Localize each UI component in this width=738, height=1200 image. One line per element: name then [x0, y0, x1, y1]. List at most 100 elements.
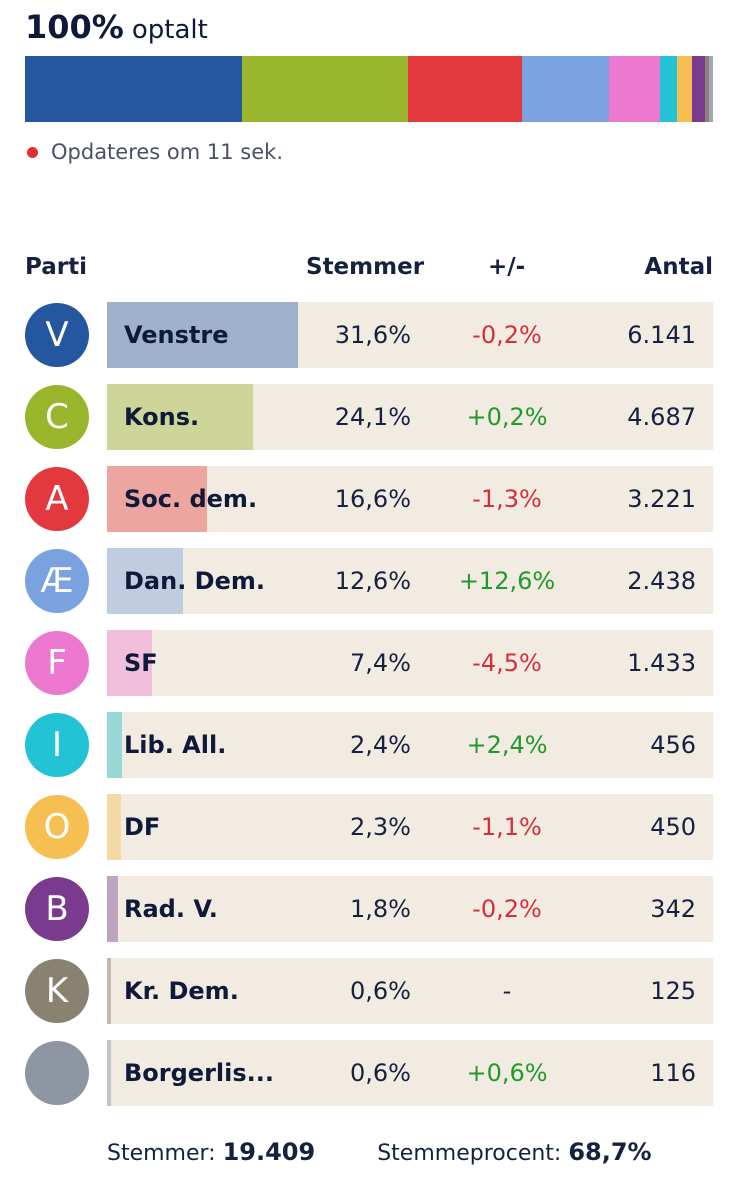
party-badge: F — [25, 631, 89, 695]
live-dot-icon — [27, 146, 38, 158]
party-badge: A — [25, 467, 89, 531]
stacked-bar-segment-b — [692, 56, 705, 122]
count-status: 100% optalt — [25, 8, 208, 48]
vote-bar-fill — [107, 466, 208, 532]
vote-bar-track: SF 7,4% -4,5% 1.433 — [107, 630, 713, 696]
results-table-header: Parti Stemmer +/- Antal — [0, 250, 738, 290]
vote-bar-track: Kons. 24,1% +0,2% 4.687 — [107, 384, 713, 450]
vote-count: 4.687 — [627, 403, 696, 431]
table-row[interactable]: Æ Dan. Dem. 12,6% +12,6% 2.438 — [0, 548, 738, 614]
vote-bar-track: DF 2,3% -1,1% 450 — [107, 794, 713, 860]
stacked-bar-segment-i — [660, 56, 677, 122]
header-votes: Stemmer — [306, 254, 425, 280]
vote-bar-track: Soc. dem. 16,6% -1,3% 3.221 — [107, 466, 713, 532]
party-name: Lib. All. — [124, 731, 227, 759]
counted-label: optalt — [131, 15, 208, 45]
table-row[interactable]: C Kons. 24,1% +0,2% 4.687 — [0, 384, 738, 450]
stacked-bar-segment-o — [676, 56, 693, 122]
stacked-bar-segment-c — [242, 56, 409, 122]
vote-share-stacked-bar — [25, 56, 713, 122]
vote-count: 3.221 — [627, 485, 696, 513]
vote-bar-fill — [107, 302, 298, 368]
table-row[interactable]: F SF 7,4% -4,5% 1.433 — [0, 630, 738, 696]
vote-bar-fill — [107, 712, 122, 778]
party-name: SF — [124, 649, 158, 677]
vote-bar-track: Venstre 31,6% -0,2% 6.141 — [107, 302, 713, 368]
vote-change: -1,1% — [472, 813, 542, 841]
table-row[interactable]: K Kr. Dem. 0,6% - 125 — [0, 958, 738, 1024]
vote-percent: 2,3% — [350, 813, 411, 841]
table-row[interactable]: I Lib. All. 2,4% +2,4% 456 — [0, 712, 738, 778]
vote-bar-fill — [107, 876, 118, 942]
total-votes-label: Stemmer: — [107, 1141, 216, 1166]
vote-percent: 0,6% — [350, 1059, 411, 1087]
vote-percent: 2,4% — [350, 731, 411, 759]
turnout-value: 68,7% — [568, 1138, 652, 1166]
vote-bar-track: Kr. Dem. 0,6% - 125 — [107, 958, 713, 1024]
vote-count: 450 — [650, 813, 696, 841]
vote-change: -1,3% — [472, 485, 542, 513]
update-status: Opdateres om 11 sek. — [27, 140, 283, 164]
table-row[interactable]: A Soc. dem. 16,6% -1,3% 3.221 — [0, 466, 738, 532]
total-votes-value: 19.409 — [222, 1138, 316, 1166]
vote-bar-fill — [107, 1040, 111, 1106]
stacked-bar-segment-v — [25, 56, 243, 122]
party-name: Dan. Dem. — [124, 567, 265, 595]
vote-bar-fill — [107, 384, 253, 450]
vote-percent: 12,6% — [334, 567, 411, 595]
stacked-bar-segment-k — [704, 56, 709, 122]
party-name: Soc. dem. — [124, 485, 258, 513]
table-row[interactable]: V Venstre 31,6% -0,2% 6.141 — [0, 302, 738, 368]
vote-bar-fill — [107, 794, 121, 860]
vote-count: 6.141 — [627, 321, 696, 349]
header-party: Parti — [25, 254, 87, 280]
party-name: DF — [124, 813, 161, 841]
counted-percent: 100% — [25, 8, 124, 46]
vote-bar-fill — [107, 630, 152, 696]
vote-count: 116 — [650, 1059, 696, 1087]
vote-percent: 31,6% — [334, 321, 411, 349]
vote-count: 1.433 — [627, 649, 696, 677]
vote-percent: 24,1% — [334, 403, 411, 431]
results-footer: Stemmer: 19.409 Stemmeprocent: 68,7% — [107, 1138, 652, 1166]
party-badge: V — [25, 303, 89, 367]
party-name: Venstre — [124, 321, 229, 349]
update-countdown: Opdateres om 11 sek. — [51, 140, 283, 164]
vote-count: 342 — [650, 895, 696, 923]
vote-change: +0,6% — [466, 1059, 548, 1087]
stacked-bar-segment-f — [609, 56, 660, 122]
table-row[interactable]: O DF 2,3% -1,1% 450 — [0, 794, 738, 860]
party-badge: B — [25, 877, 89, 941]
vote-percent: 7,4% — [350, 649, 411, 677]
stacked-bar-segment-a — [408, 56, 523, 122]
vote-change: +12,6% — [458, 567, 556, 595]
header-count: Antal — [644, 254, 713, 280]
party-name: Rad. V. — [124, 895, 218, 923]
vote-percent: 16,6% — [334, 485, 411, 513]
table-row[interactable]: Borgerlis... 0,6% +0,6% 116 — [0, 1040, 738, 1106]
party-badge: I — [25, 713, 89, 777]
vote-bar-track: Rad. V. 1,8% -0,2% 342 — [107, 876, 713, 942]
party-name: Borgerlis... — [124, 1059, 274, 1087]
vote-percent: 1,8% — [350, 895, 411, 923]
vote-count: 2.438 — [627, 567, 696, 595]
vote-bar-track: Lib. All. 2,4% +2,4% 456 — [107, 712, 713, 778]
vote-change: -0,2% — [472, 321, 542, 349]
party-badge: O — [25, 795, 89, 859]
table-row[interactable]: B Rad. V. 1,8% -0,2% 342 — [0, 876, 738, 942]
vote-change: - — [502, 977, 512, 1005]
party-badge: C — [25, 385, 89, 449]
vote-change: +0,2% — [466, 403, 548, 431]
vote-percent: 0,6% — [350, 977, 411, 1005]
party-name: Kr. Dem. — [124, 977, 239, 1005]
vote-bar-track: Borgerlis... 0,6% +0,6% 116 — [107, 1040, 713, 1106]
vote-bar-fill — [107, 548, 184, 614]
party-name: Kons. — [124, 403, 200, 431]
party-badge: K — [25, 959, 89, 1023]
turnout-label: Stemmeprocent: — [377, 1141, 562, 1166]
party-badge — [25, 1041, 89, 1105]
vote-count: 125 — [650, 977, 696, 1005]
vote-change: -0,2% — [472, 895, 542, 923]
vote-change: +2,4% — [466, 731, 548, 759]
vote-count: 456 — [650, 731, 696, 759]
